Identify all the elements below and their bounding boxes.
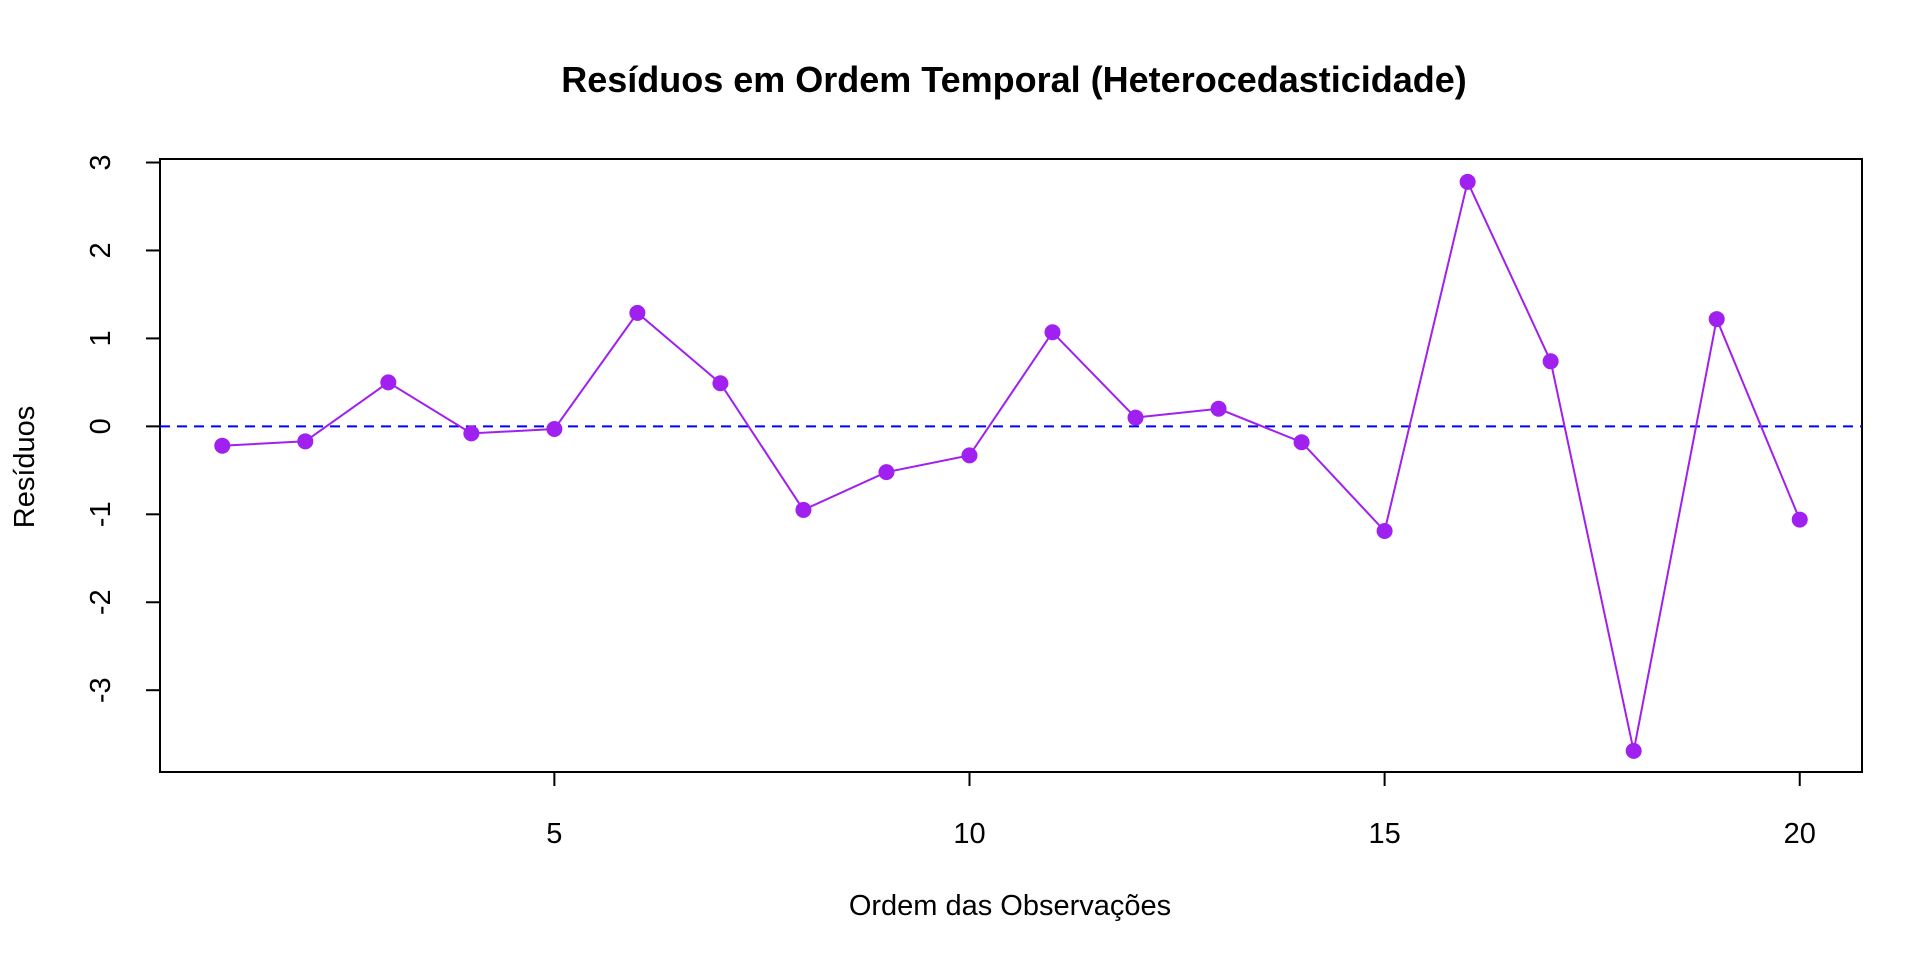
data-point [546,421,563,438]
plot-layer: 5 10 15 20 -3 -2 -1 0 1 2 3 [85,154,1863,850]
x-axis-label: Ordem das Observações [849,890,1171,922]
data-point [795,501,812,518]
y-tick-label: 1 [85,330,117,346]
chart-title: Resíduos em Ordem Temporal (Heterocedast… [561,59,1467,100]
y-tick-label: 3 [85,154,117,170]
y-tick-label: 0 [85,418,117,434]
x-tick-label: 5 [546,818,562,850]
data-point [1791,511,1808,528]
data-point [1127,409,1144,426]
data-point [1210,400,1227,417]
residuals-series-line [222,178,1801,752]
data-point [1293,434,1310,451]
data-point [712,375,729,392]
data-point [629,304,646,321]
data-point [214,437,231,454]
data-point [1625,742,1642,759]
y-tick-label: -3 [85,677,117,703]
data-point [463,425,480,442]
y-axis-label: Resíduos [9,406,41,529]
x-tick-label: 15 [1368,818,1400,850]
data-point [1459,173,1476,190]
data-point [1708,311,1725,328]
x-tick-label: 10 [953,818,985,850]
data-point [297,433,314,450]
data-point [878,464,895,481]
plot-frame [159,158,1863,773]
x-tick-label: 20 [1784,818,1816,850]
y-tick-label: -2 [85,589,117,615]
y-tick-label: 2 [85,242,117,258]
data-point [961,447,978,464]
y-tick-label: -1 [85,501,117,527]
data-point [380,374,397,391]
data-point [1542,353,1559,370]
data-point [1044,324,1061,341]
data-point [1376,523,1393,540]
